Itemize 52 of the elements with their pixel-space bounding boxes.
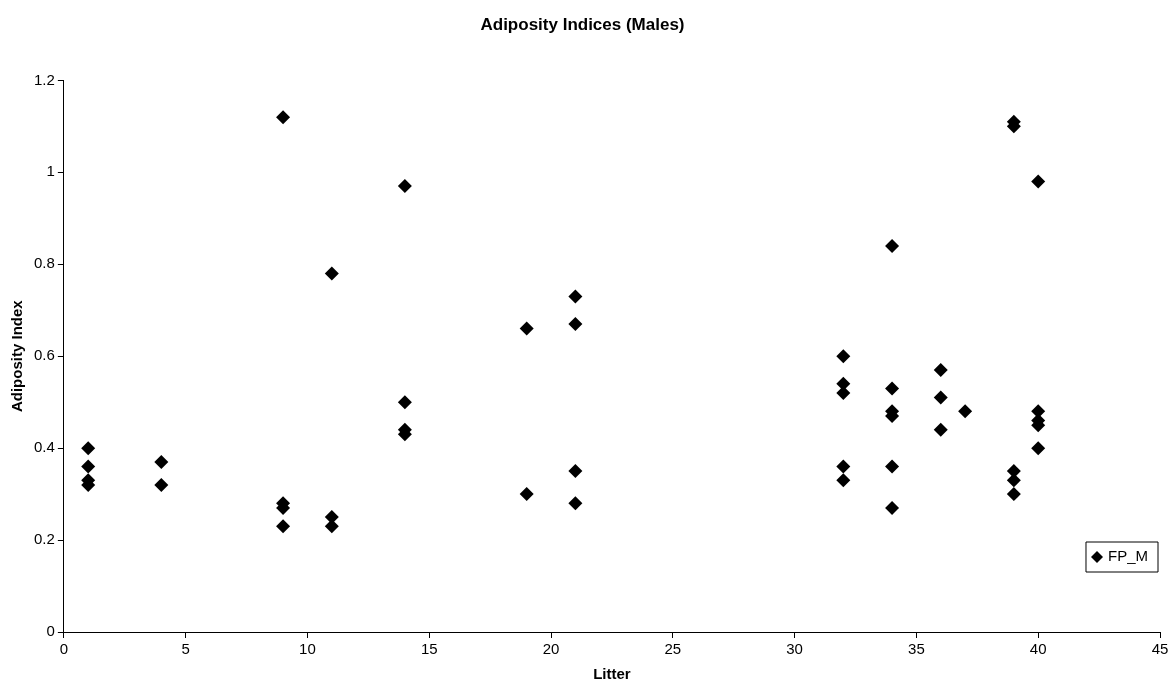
- legend-label: FP_M: [1108, 547, 1149, 565]
- y-tick-label: 1.2: [33, 70, 55, 88]
- point: [885, 500, 900, 515]
- point: [397, 179, 412, 194]
- point: [958, 404, 973, 419]
- y-tick-label: 0.2: [33, 530, 55, 548]
- point: [568, 464, 583, 479]
- point: [885, 459, 900, 474]
- y-tick-label: 1: [46, 162, 55, 180]
- point: [324, 519, 339, 534]
- x-tick-label: 20: [542, 640, 560, 658]
- x-tick-label: 10: [299, 640, 316, 658]
- point: [81, 441, 96, 456]
- point: [1031, 441, 1046, 456]
- x-tick-label: 40: [1029, 640, 1047, 658]
- point: [836, 349, 851, 364]
- y-tick-label: 0: [46, 622, 55, 640]
- point: [81, 459, 96, 474]
- x-axis-title: Litter: [593, 665, 631, 683]
- x-tick-label: 15: [420, 640, 438, 658]
- point: [397, 395, 412, 410]
- x-tick-label: 45: [1151, 640, 1169, 658]
- x-tick-label: 35: [908, 640, 925, 658]
- x-tick-label: 30: [786, 640, 803, 658]
- point: [885, 238, 900, 253]
- point: [1006, 473, 1021, 488]
- chart-title: Adiposity Indices (Males): [480, 14, 685, 34]
- point: [836, 473, 851, 488]
- x-tick-label: 0: [59, 640, 69, 658]
- x-tick-label: 5: [181, 640, 190, 658]
- point: [568, 289, 583, 304]
- point: [933, 362, 948, 377]
- point: [885, 381, 900, 396]
- point: [154, 454, 169, 469]
- point: [519, 321, 534, 336]
- point: [276, 519, 291, 534]
- y-tick-label: 0.4: [33, 438, 55, 456]
- point: [519, 487, 534, 502]
- point: [568, 317, 583, 332]
- point: [276, 110, 291, 125]
- point: [568, 496, 583, 511]
- point: [154, 477, 169, 492]
- x-tick-label: 25: [664, 640, 682, 658]
- point: [836, 459, 851, 474]
- point: [324, 266, 339, 281]
- y-tick-label: 0.8: [33, 254, 55, 272]
- y-axis-title: Adiposity Index: [8, 299, 26, 413]
- point: [1031, 174, 1046, 189]
- y-tick-label: 0.6: [33, 346, 55, 364]
- point: [1006, 487, 1021, 502]
- point: [933, 390, 948, 405]
- point: [933, 422, 948, 437]
